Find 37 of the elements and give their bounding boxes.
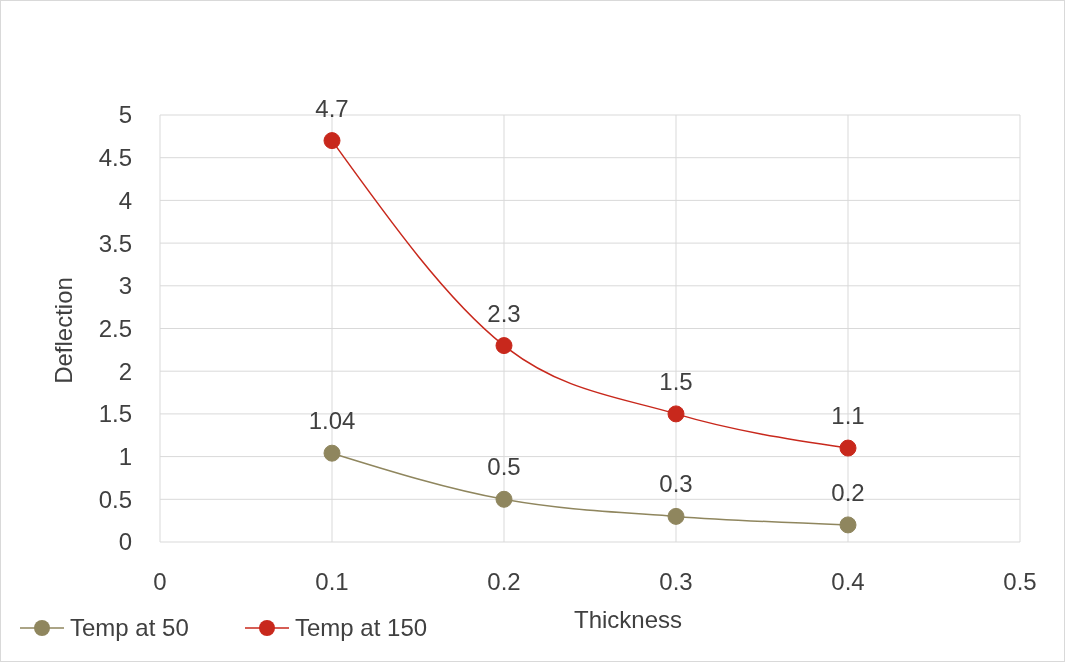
x-tick-label: 0.3	[659, 568, 693, 595]
y-tick-label: 4	[118, 186, 132, 214]
legend-label: Temp at 150	[295, 614, 428, 642]
point	[495, 490, 513, 508]
y-tick-label: 5	[118, 101, 132, 129]
x-axis-title: Thickness	[573, 606, 683, 633]
data-label: 1.1	[831, 402, 865, 430]
y-tick-label: 1.5	[98, 400, 132, 428]
point	[323, 132, 341, 150]
x-tick-label: 0.4	[831, 568, 865, 595]
point	[323, 444, 341, 462]
data-label: 0.3	[659, 470, 693, 498]
x-tick-label: 0	[153, 568, 167, 595]
data-label: 1.5	[659, 367, 693, 395]
data-label: 4.7	[315, 94, 349, 122]
y-tick-label: 1	[118, 443, 132, 470]
y-tick-label: 3	[118, 272, 132, 300]
data-label: 0.5	[487, 453, 521, 481]
point	[667, 507, 685, 525]
y-tick-label: 0	[118, 528, 132, 556]
data-label: 1.04	[308, 407, 356, 435]
y-tick-label: 0.5	[98, 485, 132, 513]
data-label: 2.3	[487, 299, 521, 327]
y-tick-label: 4.5	[98, 144, 132, 172]
y-tick-label: 2.5	[98, 314, 132, 342]
x-tick-label: 0.1	[315, 568, 349, 595]
data-label: 0.2	[831, 478, 865, 506]
y-tick-label: 3.5	[98, 229, 132, 257]
legend-label: Temp at 50	[70, 614, 189, 642]
point	[495, 337, 513, 355]
point	[839, 439, 857, 457]
point	[839, 516, 857, 534]
x-tick-label: 0.5	[1003, 568, 1037, 595]
y-tick-label: 2	[118, 357, 132, 385]
x-tick-label: 0.2	[487, 568, 521, 595]
y-axis-title: Deflection	[50, 277, 77, 384]
point	[667, 405, 685, 423]
